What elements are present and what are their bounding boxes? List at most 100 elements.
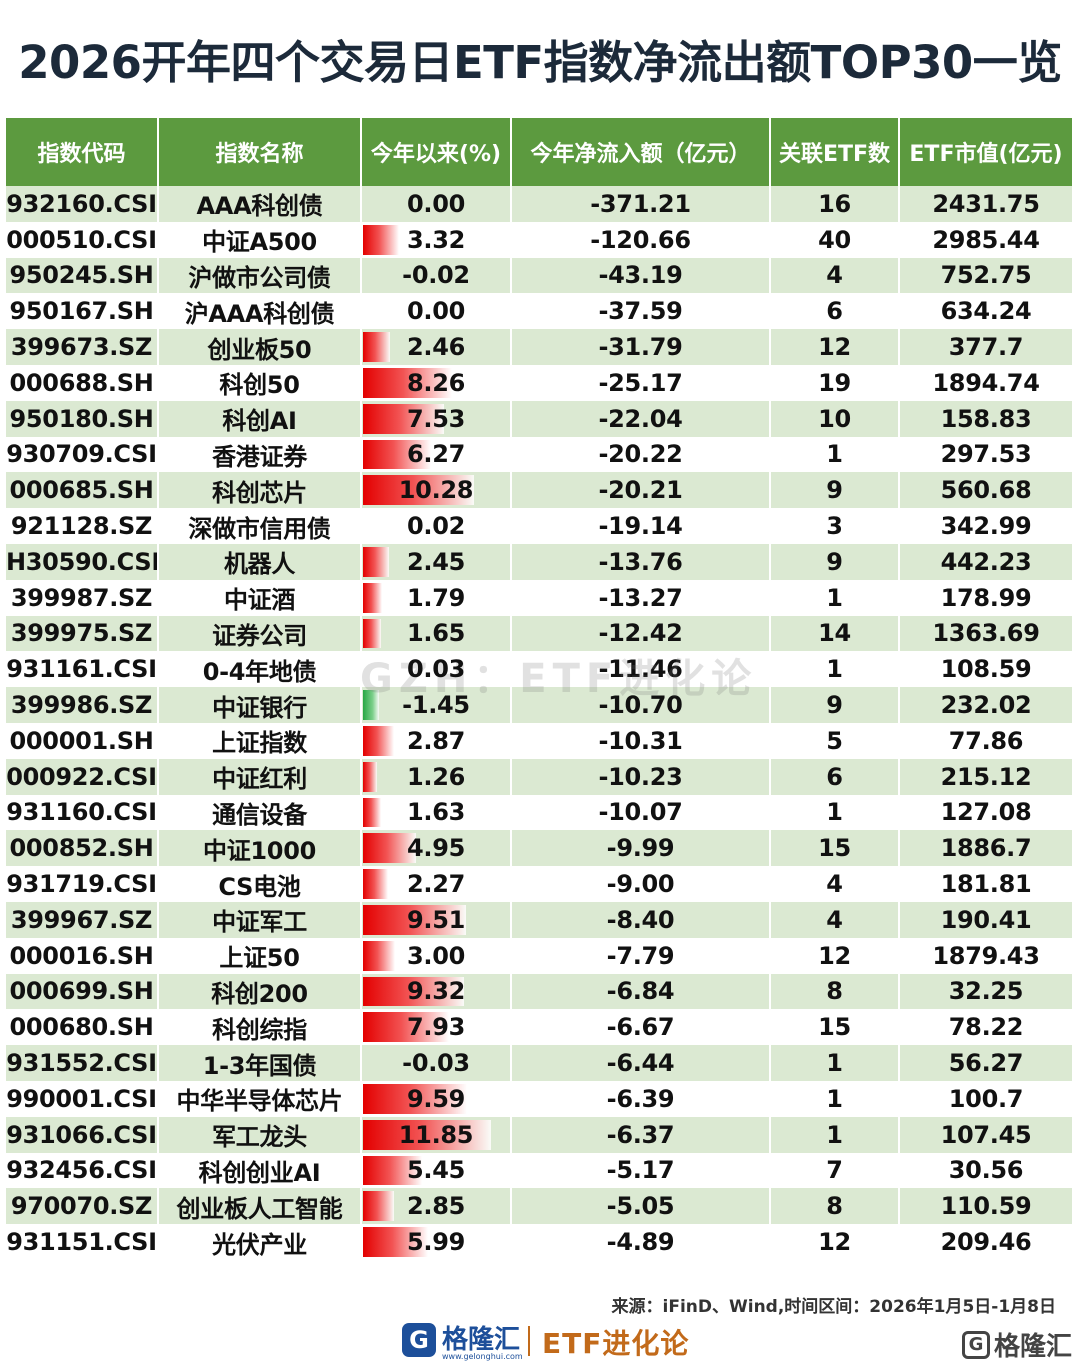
cell-ytd: 1.79 <box>360 579 512 616</box>
corner-mark-text: 格隆汇 <box>993 1332 1072 1362</box>
cell-market-cap: 209.46 <box>899 1224 1072 1260</box>
cell-name: 军工龙头 <box>158 1116 362 1153</box>
cell-net-flow: -371.21 <box>511 186 771 222</box>
cell-ytd: 9.32 <box>360 973 512 1010</box>
cell-name: 创业板人工智能 <box>158 1188 362 1225</box>
g-logo-icon: G <box>402 1323 436 1357</box>
cell-code: 931066.CSI <box>6 1116 159 1153</box>
ytd-value: 9.59 <box>406 1084 465 1113</box>
cell-code: 399987.SZ <box>6 579 159 616</box>
table-row: 000001.SH 上证指数 2.87 -10.31 5 77.86 <box>6 722 1072 759</box>
page-title: 2026开年四个交易日ETF指数净流出额TOP30一览 <box>18 36 1062 89</box>
table-row: 931552.CSI 1-3年国债 -0.03 -6.44 1 56.27 <box>6 1045 1072 1081</box>
etf-outflow-table: 指数代码 指数名称 今年以来(%) 今年净流入额（亿元） 关联ETF数 ETF市… <box>6 118 1072 1260</box>
ytd-value: 0.00 <box>406 189 465 218</box>
cell-name: 中证红利 <box>158 758 362 795</box>
cell-etf-count: 5 <box>770 722 900 759</box>
table-row: 931719.CSI CS电池 2.27 -9.00 4 181.81 <box>6 866 1072 902</box>
cell-market-cap: 30.56 <box>899 1152 1072 1189</box>
cell-ytd: 0.00 <box>360 293 512 330</box>
cell-code: 000922.CSI <box>6 758 159 795</box>
cell-market-cap: 442.23 <box>899 543 1072 580</box>
cell-name: 科创AI <box>158 400 362 437</box>
ytd-bar <box>363 618 381 649</box>
cell-ytd: 0.00 <box>360 186 512 222</box>
cell-market-cap: 2985.44 <box>899 221 1072 258</box>
cell-name: 中证军工 <box>158 901 362 938</box>
cell-code: 399967.SZ <box>6 901 159 938</box>
cell-ytd: 5.45 <box>360 1152 512 1189</box>
table-row: 000016.SH 上证50 3.00 -7.79 12 1879.43 <box>6 937 1072 974</box>
cell-ytd: 2.87 <box>360 722 512 759</box>
ytd-bar <box>363 224 399 255</box>
cell-etf-count: 40 <box>770 221 900 258</box>
ytd-bar <box>363 475 475 506</box>
ytd-bar <box>363 1191 394 1222</box>
cell-name: 上证指数 <box>158 722 362 759</box>
cell-net-flow: -37.59 <box>511 293 771 330</box>
cell-ytd: 8.26 <box>360 364 512 401</box>
ytd-value: 5.45 <box>406 1156 465 1185</box>
cell-ytd: 7.53 <box>360 400 512 437</box>
brand-name: 格隆汇 <box>442 1325 521 1355</box>
cell-etf-count: 9 <box>770 543 900 580</box>
cell-etf-count: 15 <box>770 830 900 867</box>
cell-ytd: 9.59 <box>360 1080 512 1117</box>
cell-market-cap: 158.83 <box>899 400 1072 437</box>
cell-market-cap: 108.59 <box>899 651 1072 688</box>
ytd-value: 2.27 <box>406 870 465 899</box>
ytd-bar <box>363 582 383 613</box>
cell-net-flow: -8.40 <box>511 901 771 938</box>
table-row: 399673.SZ 创业板50 2.46 -31.79 12 377.7 <box>6 329 1072 365</box>
cell-name: 1-3年国债 <box>158 1045 362 1081</box>
cell-ytd: 9.51 <box>360 901 512 938</box>
cell-name: 香港证券 <box>158 436 362 473</box>
cell-market-cap: 110.59 <box>899 1188 1072 1225</box>
cell-market-cap: 1886.7 <box>899 830 1072 867</box>
ytd-bar <box>363 367 453 398</box>
footer: G 格隆汇 www.gelonghui.com ETF进化论 G 格隆汇 <box>0 1316 1080 1366</box>
cell-code: 931161.CSI <box>6 651 159 688</box>
ytd-value: 2.45 <box>406 547 465 576</box>
ytd-bar <box>363 403 445 434</box>
table-row: 000510.CSI 中证A500 3.32 -120.66 40 2985.44 <box>6 221 1072 258</box>
g-logo-icon: G <box>961 1330 990 1359</box>
cell-code: 950167.SH <box>6 293 159 330</box>
cell-net-flow: -6.44 <box>511 1045 771 1081</box>
table-row: 931066.CSI 军工龙头 11.85 -6.37 1 107.45 <box>6 1116 1072 1153</box>
ytd-value: 0.03 <box>406 655 465 684</box>
cell-ytd: 10.28 <box>360 472 512 509</box>
ytd-value: 1.63 <box>406 798 465 827</box>
cell-net-flow: -19.14 <box>511 508 771 544</box>
ytd-bar <box>363 833 417 864</box>
cell-name: CS电池 <box>158 866 362 902</box>
ytd-value: 10.28 <box>398 476 474 505</box>
cell-market-cap: 1363.69 <box>899 615 1072 652</box>
table-row: 931151.CSI 光伏产业 5.99 -4.89 12 209.46 <box>6 1224 1072 1260</box>
cell-etf-count: 4 <box>770 901 900 938</box>
ytd-value: 9.51 <box>406 905 465 934</box>
cell-name: 沪做市公司债 <box>158 257 362 294</box>
ytd-value: 1.65 <box>406 619 465 648</box>
table-row: 950180.SH 科创AI 7.53 -22.04 10 158.83 <box>6 400 1072 437</box>
cell-etf-count: 10 <box>770 400 900 437</box>
cell-net-flow: -10.07 <box>511 794 771 831</box>
cell-net-flow: -13.27 <box>511 579 771 616</box>
cell-net-flow: -10.31 <box>511 722 771 759</box>
cell-name: 光伏产业 <box>158 1224 362 1260</box>
cell-net-flow: -5.17 <box>511 1152 771 1189</box>
cell-code: 000699.SH <box>6 973 159 1010</box>
cell-etf-count: 9 <box>770 472 900 509</box>
cell-name: 中证1000 <box>158 830 362 867</box>
cell-net-flow: -4.89 <box>511 1224 771 1260</box>
table-row: 932160.CSI AAA科创债 0.00 -371.21 16 2431.75 <box>6 186 1072 222</box>
cell-code: 000688.SH <box>6 364 159 401</box>
ytd-bar <box>363 1155 422 1186</box>
cell-code: 931160.CSI <box>6 794 159 831</box>
cell-market-cap: 342.99 <box>899 508 1072 544</box>
cell-name: 沪AAA科创债 <box>158 293 362 330</box>
cell-net-flow: -7.79 <box>511 937 771 974</box>
cell-ytd: 1.63 <box>360 794 512 831</box>
cell-etf-count: 12 <box>770 937 900 974</box>
header-code: 指数代码 <box>6 118 159 186</box>
